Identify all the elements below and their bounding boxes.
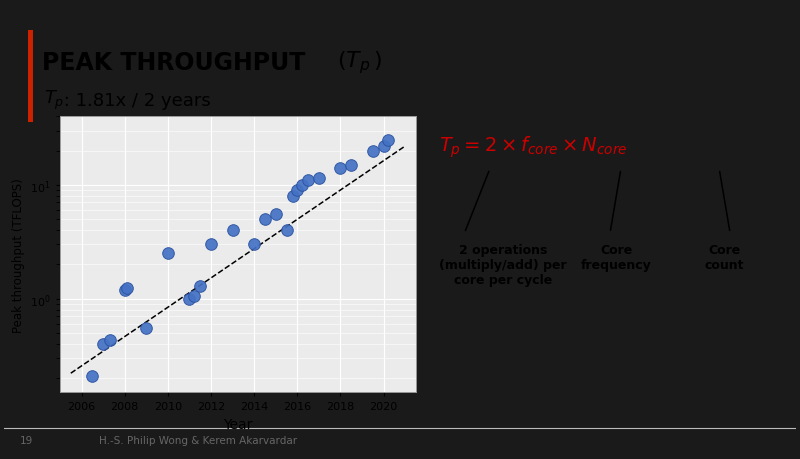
Point xyxy=(302,177,314,185)
Point xyxy=(140,325,153,332)
Point xyxy=(291,187,304,194)
Point xyxy=(118,286,131,294)
Point xyxy=(382,136,394,144)
Text: 2 operations
(multiply/add) per
core per cycle: 2 operations (multiply/add) per core per… xyxy=(439,243,566,286)
Text: $T_p = 2 \times f_{core} \times N_{core}$: $T_p = 2 \times f_{core} \times N_{core}… xyxy=(439,134,627,160)
Text: PEAK THROUGHPUT: PEAK THROUGHPUT xyxy=(42,50,314,74)
Text: 19: 19 xyxy=(20,435,33,445)
Bar xyxy=(28,31,34,123)
Point xyxy=(334,165,347,173)
Point xyxy=(270,211,282,218)
Text: $T_p$: $T_p$ xyxy=(43,89,64,112)
Point xyxy=(194,282,206,290)
Text: Core
frequency: Core frequency xyxy=(581,243,652,271)
Point xyxy=(366,147,379,155)
Point xyxy=(205,241,218,248)
Point xyxy=(313,175,326,182)
Point xyxy=(258,216,271,223)
X-axis label: Year: Year xyxy=(223,417,253,431)
Text: $(T_p\,)$: $(T_p\,)$ xyxy=(337,49,382,76)
Text: : 1.81x / 2 years: : 1.81x / 2 years xyxy=(58,91,210,109)
Point xyxy=(121,284,134,291)
Point xyxy=(248,241,261,248)
Point xyxy=(86,372,98,380)
Point xyxy=(280,227,293,234)
Point xyxy=(295,182,308,189)
Point xyxy=(97,341,110,348)
Text: Core
count: Core count xyxy=(705,243,744,271)
Point xyxy=(103,337,116,344)
Point xyxy=(286,193,299,200)
Point xyxy=(187,293,200,300)
Y-axis label: Peak throughput (TFLOPS): Peak throughput (TFLOPS) xyxy=(12,178,25,332)
Text: H.-S. Philip Wong & Kerem Akarvardar: H.-S. Philip Wong & Kerem Akarvardar xyxy=(99,435,297,445)
Point xyxy=(345,162,358,169)
Point xyxy=(226,227,239,234)
Point xyxy=(162,250,174,257)
Point xyxy=(183,295,196,302)
Point xyxy=(378,143,390,150)
